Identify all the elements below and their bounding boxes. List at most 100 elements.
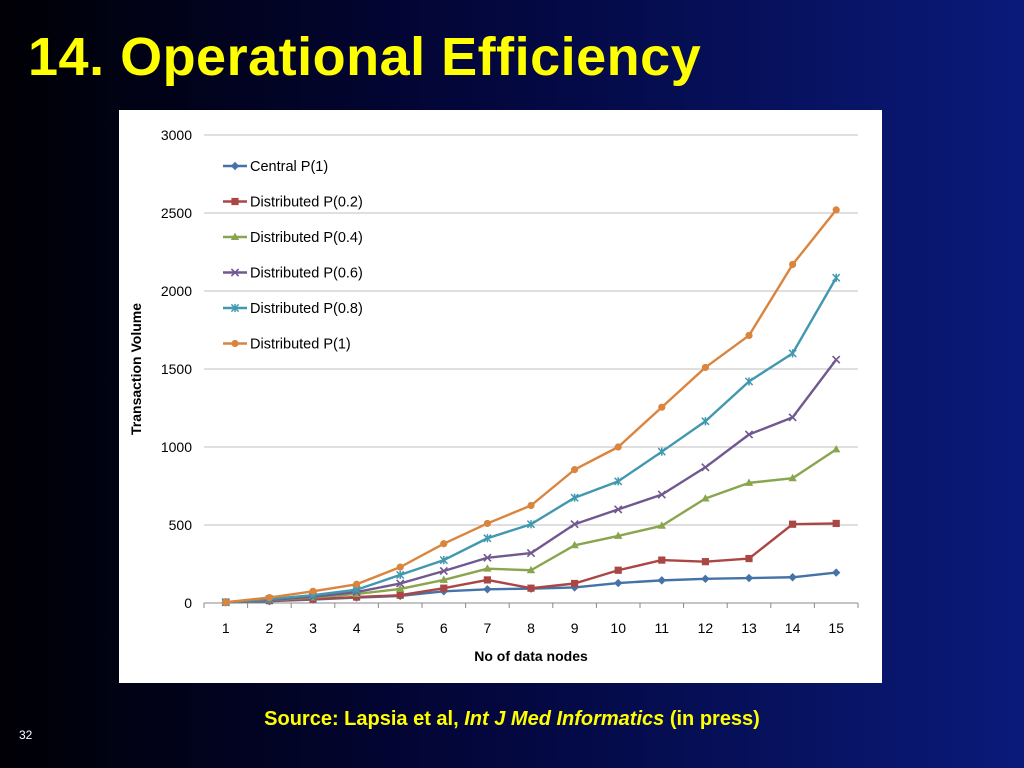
data-point	[701, 463, 710, 472]
data-point	[265, 593, 273, 602]
y-tick-label: 1000	[161, 439, 192, 455]
data-point	[571, 579, 579, 588]
data-point	[483, 585, 492, 594]
legend-item: Central P(1)	[223, 159, 328, 175]
x-tick-label: 15	[828, 620, 844, 636]
data-point	[614, 505, 623, 514]
data-point	[353, 580, 361, 588]
legend-item: Distributed P(0.8)	[223, 301, 363, 317]
data-point	[832, 519, 840, 528]
legend-marker	[231, 339, 239, 348]
data-point	[440, 540, 448, 548]
data-point	[396, 591, 404, 599]
data-point	[657, 576, 666, 585]
data-point	[657, 521, 666, 529]
data-point	[701, 494, 710, 502]
x-tick-label: 3	[309, 620, 317, 636]
data-point	[570, 520, 579, 529]
data-point	[789, 260, 797, 269]
series-line	[225, 358, 838, 604]
data-point	[570, 540, 579, 549]
data-point	[832, 444, 841, 453]
x-tick-label: 1	[222, 620, 230, 636]
data-point	[526, 565, 536, 574]
data-point	[527, 584, 535, 592]
chart-panel: 0 500 1000 1500 2000 2500 3000 1 2 3 4 5 6 7 8 9 10 11 12 1…	[119, 110, 882, 683]
data-point	[526, 548, 536, 558]
x-tick-label: 13	[741, 620, 757, 636]
legend-item: Distributed P(0.2)	[223, 195, 363, 211]
x-tick-label: 11	[655, 620, 670, 636]
legend-label: Distributed P(0.2)	[250, 195, 363, 211]
data-point	[396, 570, 405, 580]
series-lines	[221, 206, 841, 607]
data-point	[483, 534, 492, 543]
data-point	[701, 574, 710, 584]
x-tick-label: 12	[698, 620, 714, 636]
source-journal: Int J Med Informatics	[464, 708, 665, 730]
data-point	[396, 579, 405, 588]
data-point	[744, 478, 754, 486]
legend-marker	[230, 303, 240, 313]
data-point	[657, 447, 666, 456]
data-point	[832, 355, 841, 364]
data-point	[788, 473, 797, 482]
data-point	[657, 490, 666, 499]
x-tick-label: 7	[484, 620, 492, 636]
legend-label: Distributed P(0.6)	[250, 266, 363, 282]
grid-lines	[204, 134, 858, 604]
data-point	[527, 501, 535, 510]
data-point	[483, 564, 492, 572]
data-point	[614, 566, 622, 574]
data-point	[745, 331, 753, 340]
data-point	[571, 466, 579, 474]
data-point	[396, 563, 404, 571]
data-point	[614, 477, 623, 486]
slide-number: 32	[19, 728, 33, 742]
data-point	[526, 520, 536, 529]
data-point	[788, 349, 797, 358]
x-tick-label: 10	[610, 620, 626, 636]
data-point	[439, 555, 448, 565]
data-point	[614, 531, 623, 539]
data-point	[309, 587, 317, 595]
data-point	[222, 598, 230, 606]
x-tick-label: 4	[353, 620, 361, 636]
x-tick-label: 6	[440, 620, 448, 636]
legend-label: Distributed P(0.8)	[250, 301, 363, 317]
data-point	[483, 553, 492, 562]
source-prefix: Source: Lapsia et al,	[264, 708, 465, 730]
data-point	[789, 520, 797, 528]
data-point	[744, 377, 754, 386]
data-point	[701, 363, 710, 372]
data-point	[788, 573, 797, 582]
legend-marker	[230, 268, 240, 277]
data-point	[483, 519, 491, 528]
slide-title: 14. Operational Efficiency	[28, 27, 702, 87]
x-tick-label: 8	[527, 620, 535, 636]
source-citation: Source: Lapsia et al, Int J Med Informat…	[0, 708, 1024, 731]
series-6	[222, 206, 840, 606]
data-point	[744, 430, 754, 439]
data-point	[439, 575, 448, 583]
data-point	[658, 556, 666, 564]
x-tick-label: 5	[396, 620, 404, 636]
y-tick-label: 2000	[161, 283, 192, 299]
data-point	[440, 584, 448, 592]
data-point	[614, 578, 623, 588]
legend-label: Distributed P(1)	[250, 337, 351, 353]
legend-marker	[230, 232, 240, 240]
data-point	[483, 576, 491, 584]
x-axis-title: No of data nodes	[474, 648, 588, 664]
x-tick-label: 2	[266, 620, 274, 636]
y-tick-label: 0	[184, 595, 192, 611]
legend-label: Central P(1)	[250, 159, 328, 175]
legend-item: Distributed P(0.6)	[223, 266, 363, 282]
data-point	[832, 206, 840, 214]
data-point	[614, 443, 622, 451]
data-point	[832, 568, 841, 577]
legend-marker	[230, 161, 240, 171]
data-point	[570, 493, 579, 502]
